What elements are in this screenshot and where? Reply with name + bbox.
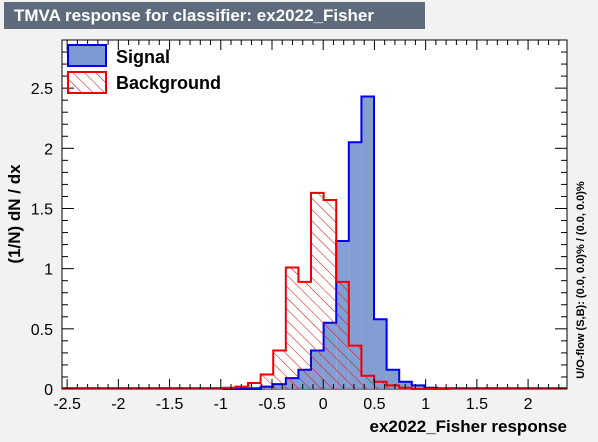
bar-background	[260, 374, 274, 389]
bar-background	[361, 375, 375, 389]
y-axis-label: (1/N) dN / dx	[5, 164, 24, 264]
bar-background	[298, 281, 312, 389]
y-tick-label: 0	[44, 382, 53, 399]
legend-background-swatch	[67, 71, 107, 94]
y-tick-label: 1.5	[31, 201, 53, 218]
bar-signal	[411, 385, 425, 389]
y-tick-label: 1	[44, 262, 53, 279]
bar-background	[285, 267, 299, 389]
x-tick-label: -1	[214, 396, 228, 413]
bar-background	[336, 281, 349, 389]
legend-signal-swatch	[67, 44, 107, 67]
bar-background	[311, 192, 324, 389]
x-tick-label: -1.5	[156, 396, 184, 413]
x-tick-label: 0	[319, 396, 328, 413]
overflow-label: U/O-flow (S,B): (0.0, 0.0)% / (0.0, 0.0)…	[575, 181, 587, 379]
x-tick-label: 1.5	[466, 396, 488, 413]
bar-signal	[348, 142, 362, 389]
legend-signal-label: Signal	[116, 47, 170, 67]
x-tick-label: 2	[524, 396, 533, 413]
bar-background	[386, 385, 400, 389]
chart-title: TMVA response for classifier: ex2022_Fis…	[4, 2, 425, 29]
y-tick-label: 2.5	[31, 81, 53, 98]
x-tick-label: -0.5	[258, 396, 286, 413]
y-tick-label: 2	[44, 141, 53, 158]
bar-signal	[361, 96, 375, 389]
x-axis-label: ex2022_Fisher response	[369, 417, 567, 436]
bar-background	[323, 200, 337, 389]
bar-background	[273, 350, 286, 389]
x-tick-label: -2.5	[53, 396, 81, 413]
series-background	[221, 191, 450, 390]
outline-background	[221, 191, 450, 390]
legend-background-label: Background	[116, 73, 221, 93]
x-tick-label: 1	[421, 396, 430, 413]
x-tick-label: -2	[111, 396, 125, 413]
x-tick-label: 0.5	[363, 396, 385, 413]
bar-signal	[386, 369, 400, 389]
bar-background	[374, 381, 387, 389]
bar-background	[348, 345, 362, 389]
bar-signal	[374, 319, 387, 389]
bar-background	[248, 382, 261, 389]
y-tick-label: 0.5	[31, 322, 53, 339]
